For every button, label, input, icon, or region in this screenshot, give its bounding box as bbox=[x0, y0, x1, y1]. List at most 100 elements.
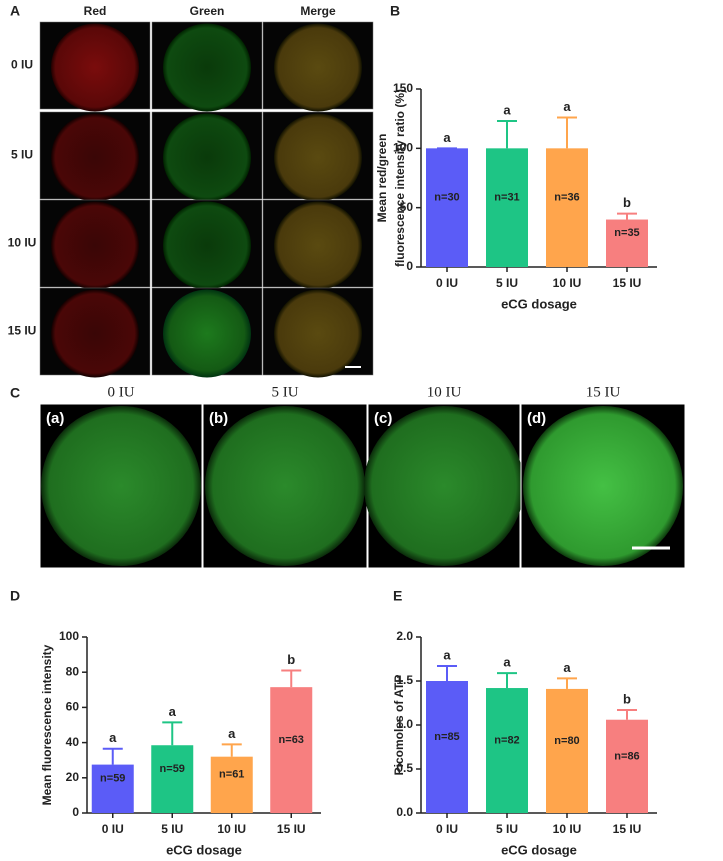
y-tick-label: 1.0 bbox=[396, 717, 413, 731]
y-tick-label: 0.0 bbox=[396, 805, 413, 819]
n-label: n=30 bbox=[434, 192, 459, 204]
n-label: n=61 bbox=[219, 769, 244, 781]
oocyte bbox=[274, 289, 362, 378]
x-tick-label: 15 IU bbox=[613, 822, 642, 836]
y-axis-label: Picomoles of ATP bbox=[392, 675, 406, 776]
x-tick-label: 15 IU bbox=[277, 822, 306, 836]
y-tick-label: 40 bbox=[66, 735, 80, 749]
row-label: 5 IU bbox=[11, 148, 33, 162]
x-tick-label: 10 IU bbox=[553, 822, 582, 836]
panel-letter: A bbox=[10, 3, 20, 19]
column-header: Merge bbox=[300, 4, 336, 18]
y-axis-label: Mean fluorescence intensity bbox=[40, 644, 54, 805]
n-label: n=36 bbox=[554, 192, 579, 204]
oocyte bbox=[274, 113, 362, 202]
image-sublabel: (a) bbox=[46, 410, 64, 427]
y-tick-label: 50 bbox=[400, 200, 414, 214]
y-tick-label: 100 bbox=[59, 629, 79, 643]
column-header: Green bbox=[190, 4, 225, 18]
y-axis-label: Mean red/green bbox=[375, 134, 389, 223]
image-label: 10 IU bbox=[427, 384, 462, 400]
oocyte bbox=[523, 406, 683, 566]
oocyte bbox=[51, 113, 139, 202]
n-label: n=59 bbox=[100, 773, 125, 785]
oocyte bbox=[163, 289, 251, 378]
x-tick-label: 10 IU bbox=[217, 822, 246, 836]
oocyte bbox=[205, 406, 365, 566]
significance-letter: a bbox=[443, 647, 451, 662]
x-tick-label: 0 IU bbox=[436, 822, 458, 836]
oocyte bbox=[274, 201, 362, 290]
panel-letter: E bbox=[393, 588, 402, 604]
x-axis-label: eCG dosage bbox=[166, 842, 242, 857]
bar bbox=[270, 687, 313, 813]
bar bbox=[91, 764, 134, 813]
row-label: 0 IU bbox=[11, 58, 33, 72]
x-axis-label: eCG dosage bbox=[501, 842, 577, 857]
y-tick-label: 80 bbox=[66, 664, 80, 678]
x-tick-label: 5 IU bbox=[496, 276, 518, 290]
column-header: Red bbox=[84, 4, 107, 18]
oocyte bbox=[51, 23, 139, 112]
n-label: n=59 bbox=[160, 763, 185, 775]
y-tick-label: 0 bbox=[406, 259, 413, 273]
significance-letter: a bbox=[443, 130, 451, 145]
n-label: n=86 bbox=[614, 750, 639, 762]
x-tick-label: 5 IU bbox=[496, 822, 518, 836]
image-sublabel: (d) bbox=[527, 410, 546, 427]
image-sublabel: (b) bbox=[209, 410, 228, 427]
significance-letter: b bbox=[623, 195, 631, 210]
bar bbox=[546, 688, 588, 813]
oocyte bbox=[51, 289, 139, 378]
bar bbox=[606, 219, 648, 267]
y-tick-label: 20 bbox=[66, 770, 80, 784]
image-label: 15 IU bbox=[586, 384, 621, 400]
significance-letter: b bbox=[287, 652, 295, 667]
x-tick-label: 15 IU bbox=[613, 276, 642, 290]
n-label: n=63 bbox=[279, 734, 304, 746]
image-label: 0 IU bbox=[107, 384, 134, 400]
x-tick-label: 5 IU bbox=[161, 822, 183, 836]
n-label: n=35 bbox=[614, 227, 639, 239]
bar bbox=[151, 745, 194, 813]
panel-letter: D bbox=[10, 588, 20, 604]
bar bbox=[546, 148, 588, 267]
n-label: n=80 bbox=[554, 735, 579, 747]
significance-letter: a bbox=[228, 726, 236, 741]
significance-letter: a bbox=[109, 730, 117, 745]
significance-letter: a bbox=[563, 660, 571, 675]
bar bbox=[426, 148, 468, 267]
y-tick-label: 60 bbox=[66, 700, 80, 714]
y-tick-label: 0.5 bbox=[396, 761, 413, 775]
significance-letter: a bbox=[169, 704, 177, 719]
y-tick-label: 150 bbox=[393, 81, 413, 95]
y-tick-label: 2.0 bbox=[396, 629, 413, 643]
image-sublabel: (c) bbox=[374, 410, 392, 427]
oocyte bbox=[364, 406, 524, 566]
panel-letter: C bbox=[10, 385, 20, 401]
significance-letter: b bbox=[623, 691, 631, 706]
bar bbox=[606, 719, 648, 813]
significance-letter: a bbox=[503, 655, 511, 670]
n-label: n=31 bbox=[494, 192, 519, 204]
x-tick-label: 10 IU bbox=[553, 276, 582, 290]
bar bbox=[486, 688, 528, 813]
y-tick-label: 100 bbox=[393, 141, 413, 155]
x-tick-label: 0 IU bbox=[102, 822, 124, 836]
bar bbox=[426, 681, 468, 813]
row-label: 15 IU bbox=[8, 324, 37, 338]
n-label: n=85 bbox=[434, 731, 459, 743]
y-tick-label: 0 bbox=[72, 805, 79, 819]
bar bbox=[486, 148, 528, 267]
bar bbox=[210, 756, 253, 813]
row-label: 10 IU bbox=[8, 236, 37, 250]
oocyte bbox=[51, 201, 139, 290]
oocyte bbox=[274, 23, 362, 112]
significance-letter: a bbox=[563, 99, 571, 114]
oocyte bbox=[163, 113, 251, 202]
oocyte bbox=[163, 201, 251, 290]
y-axis-label: fluorescence intensity ratio (%) bbox=[393, 89, 407, 267]
y-tick-label: 1.5 bbox=[396, 673, 413, 687]
panel-letter: B bbox=[390, 3, 400, 19]
